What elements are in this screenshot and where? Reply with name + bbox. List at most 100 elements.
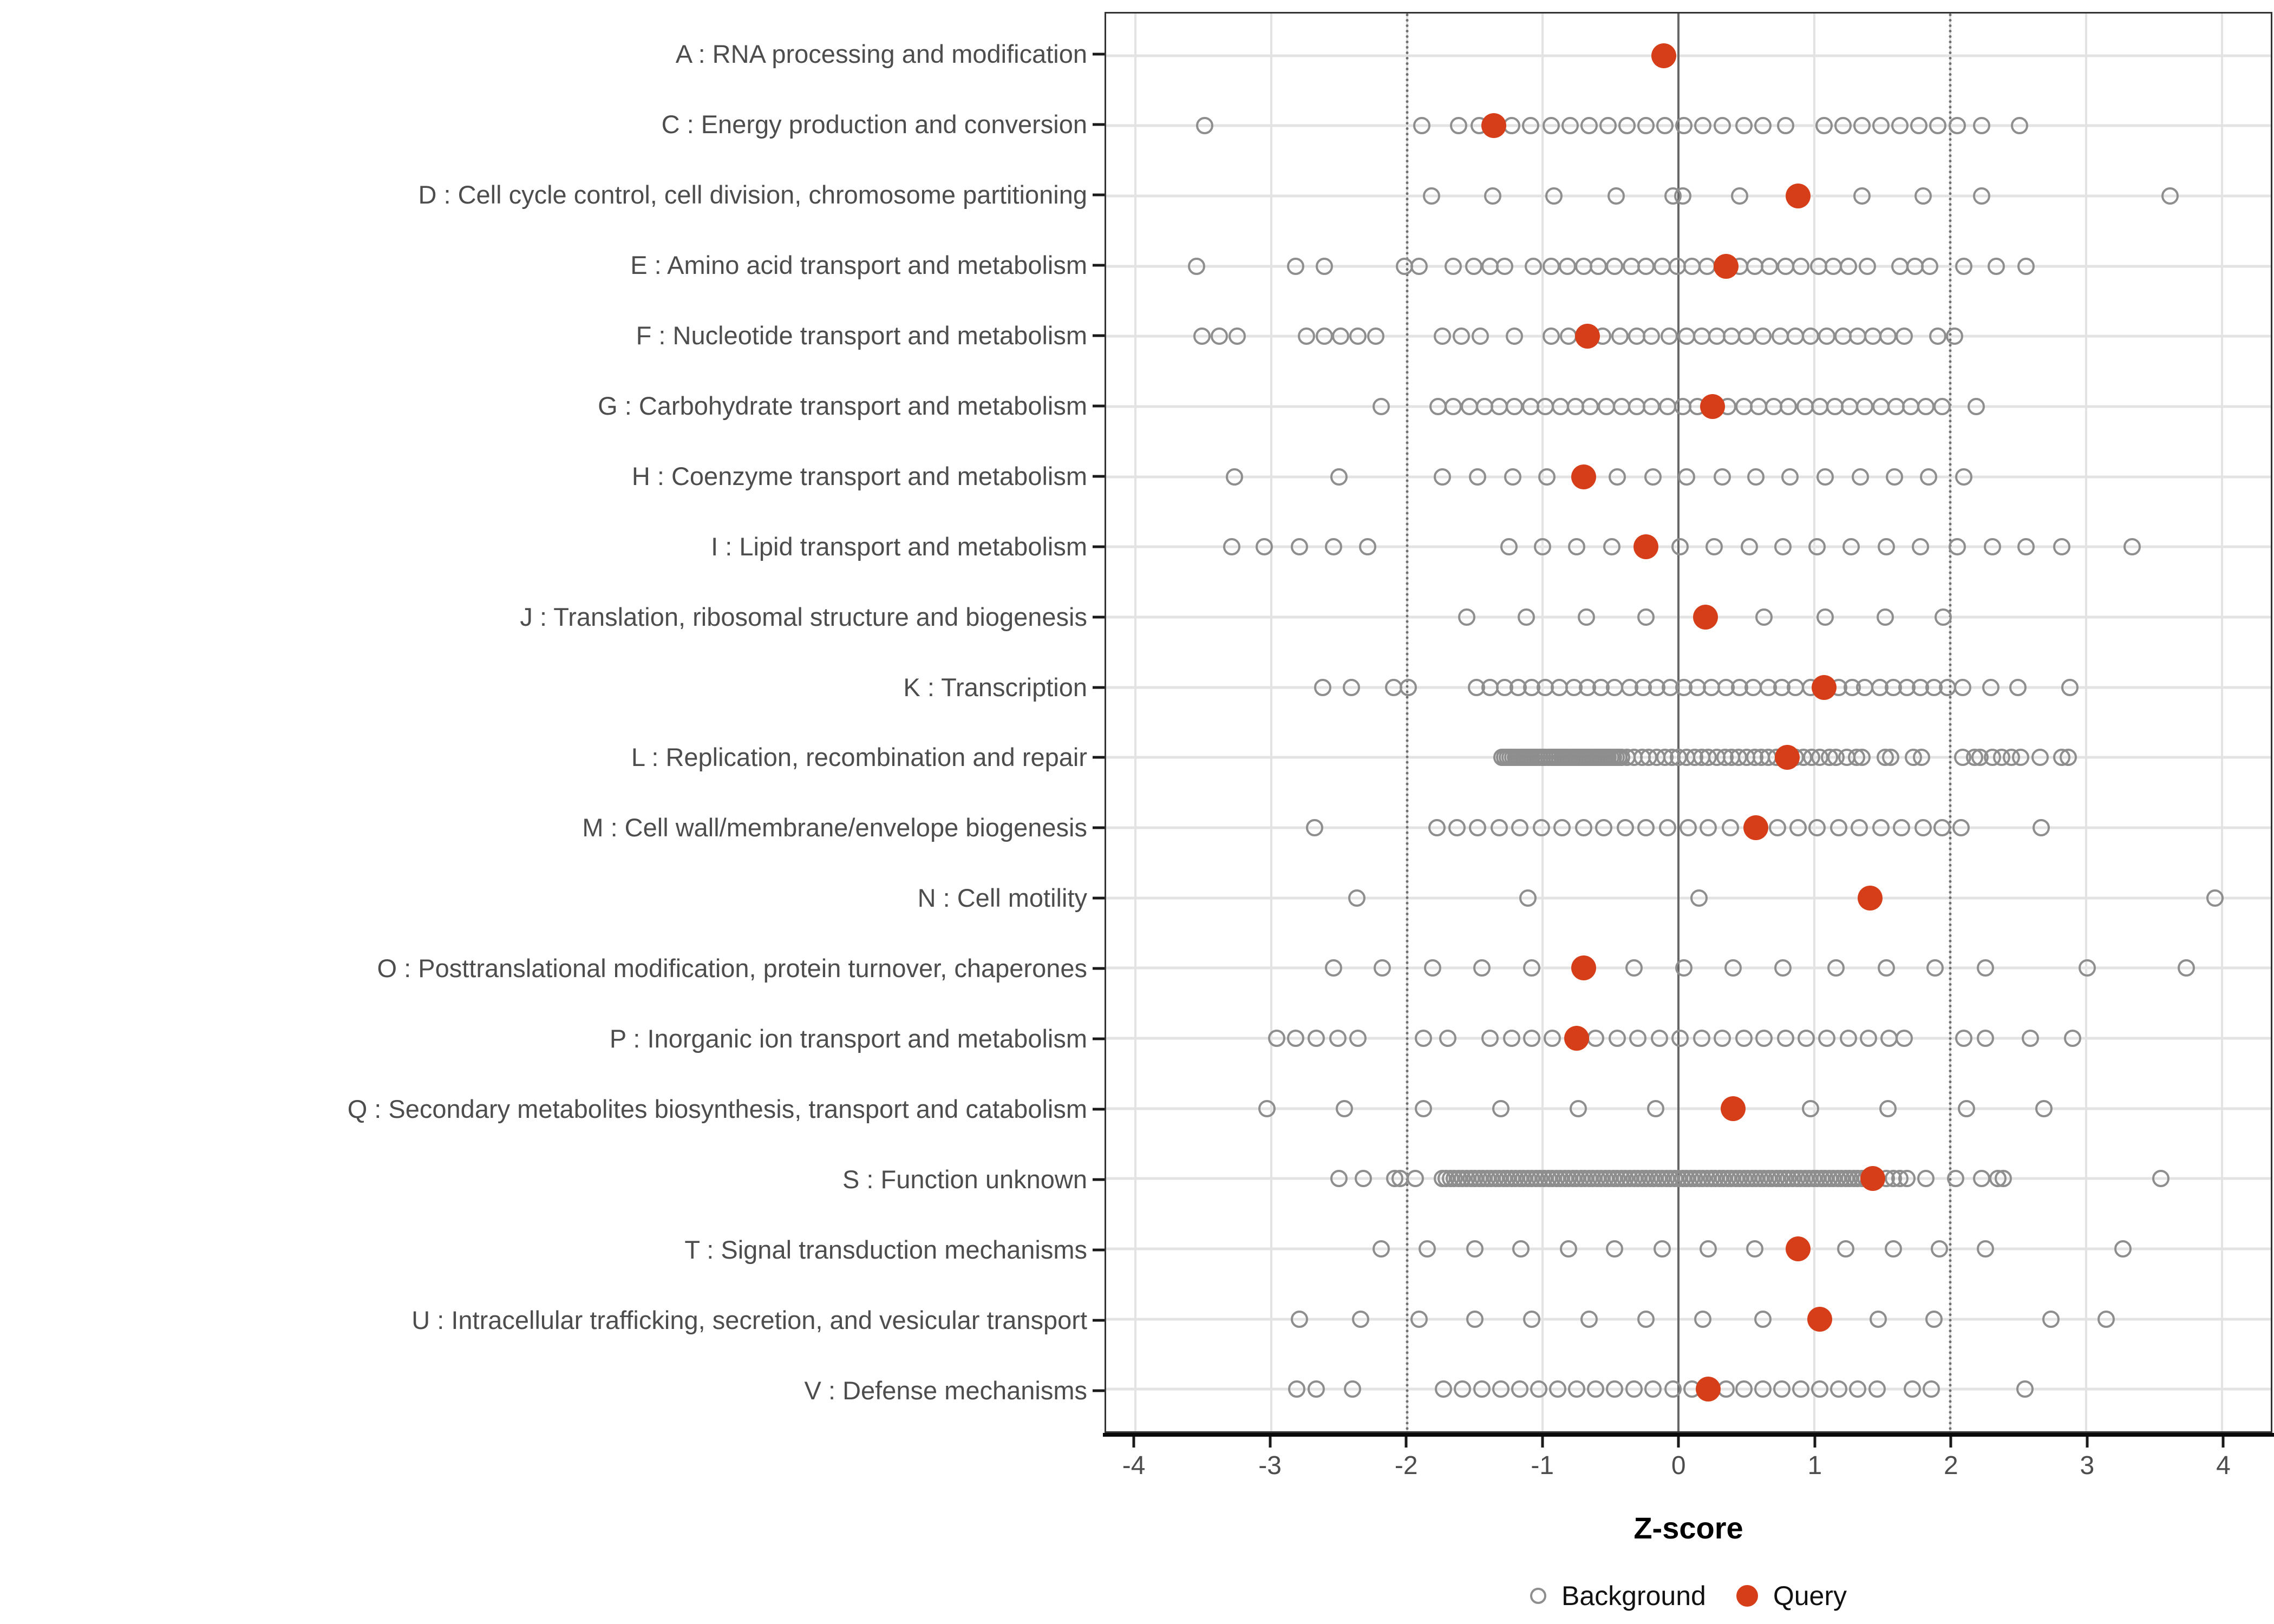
background-point: [2123, 538, 2141, 556]
background-point: [1671, 538, 1689, 556]
category-label: P : Inorganic ion transport and metaboli…: [609, 1024, 1087, 1053]
background-point: [1679, 818, 1697, 836]
background-point: [1358, 538, 1376, 556]
background-point: [1644, 468, 1662, 486]
query-point: [1564, 1025, 1590, 1051]
category-label: V : Defense mechanisms: [804, 1376, 1087, 1405]
background-point: [1542, 117, 1560, 135]
background-point: [2022, 1029, 2039, 1047]
background-point: [2097, 1310, 2115, 1328]
background-point: [2061, 678, 2079, 696]
category-axis-ticks: [1093, 12, 1105, 1433]
background-point: [1693, 1029, 1710, 1047]
background-point: [1568, 538, 1586, 556]
background-point: [1595, 818, 1613, 836]
background-point: [1675, 959, 1693, 977]
background-point: [1746, 1240, 1763, 1258]
background-point: [1858, 257, 1876, 275]
query-point: [1774, 745, 1800, 770]
background-point: [1314, 678, 1332, 696]
background-point: [1465, 257, 1482, 275]
background-point: [1839, 1029, 1857, 1047]
legend: Background Query: [1105, 1574, 2272, 1618]
background-point: [1372, 1240, 1390, 1258]
background-point: [1288, 1380, 1306, 1398]
query-point: [1651, 43, 1676, 68]
background-point: [1193, 328, 1211, 345]
background-point: [1307, 1029, 1325, 1047]
background-point: [1922, 1380, 1940, 1398]
background-point: [1372, 398, 1390, 416]
background-point: [1511, 1380, 1528, 1398]
background-point: [1930, 1240, 1948, 1258]
background-point: [1625, 959, 1643, 977]
y-tick: [1093, 967, 1105, 970]
y-tick: [1093, 1108, 1105, 1111]
background-point: [1609, 1029, 1626, 1047]
query-point: [1860, 1166, 1886, 1191]
background-point: [1530, 1380, 1547, 1398]
background-point: [1496, 257, 1514, 275]
category-label: U : Intracellular trafficking, secretion…: [411, 1306, 1087, 1335]
category-label: T : Signal transduction mechanisms: [684, 1235, 1087, 1265]
background-point: [1903, 1380, 1921, 1398]
y-tick: [1093, 1248, 1105, 1252]
background-point: [1694, 1310, 1712, 1328]
background-point: [1643, 398, 1661, 416]
background-point: [1374, 959, 1391, 977]
background-point: [1561, 117, 1579, 135]
background-point: [1587, 1029, 1605, 1047]
background-point: [1700, 1240, 1717, 1258]
background-point: [1911, 538, 1929, 556]
category-label: L : Replication, recombination and repai…: [631, 743, 1087, 772]
category-label: K : Transcription: [903, 672, 1087, 702]
query-point: [1575, 324, 1600, 349]
background-point: [1972, 1170, 1990, 1188]
background-point: [1538, 468, 1556, 486]
plot-panel: [1105, 12, 2272, 1433]
dashed-reference-line: [1949, 14, 1952, 1431]
background-point: [1849, 1380, 1867, 1398]
x-tick-label: 0: [1671, 1451, 1686, 1480]
background-point: [1892, 818, 1910, 836]
x-tick: [1677, 1437, 1680, 1448]
background-point: [1542, 328, 1560, 345]
background-point: [2033, 818, 2050, 836]
background-point: [1860, 1029, 1878, 1047]
background-point: [1448, 818, 1466, 836]
background-point: [2012, 749, 2030, 767]
query-point: [1858, 885, 1883, 911]
background-point: [1523, 1310, 1541, 1328]
background-point: [1505, 398, 1523, 416]
background-point: [1452, 328, 1470, 345]
background-point: [1769, 818, 1787, 836]
background-point: [1914, 818, 1932, 836]
background-point: [1532, 818, 1550, 836]
y-gridline: [1106, 54, 2271, 57]
background-point: [1983, 538, 2001, 556]
background-point: [1671, 1029, 1689, 1047]
background-point: [1659, 818, 1677, 836]
background-point: [1342, 678, 1360, 696]
background-point: [1972, 117, 1990, 135]
y-gridline: [1106, 896, 2271, 900]
background-point: [1977, 1240, 1995, 1258]
background-point: [1773, 1380, 1791, 1398]
background-point: [1735, 117, 1753, 135]
background-point: [1808, 538, 1826, 556]
background-point: [1331, 328, 1349, 345]
background-point: [1705, 538, 1723, 556]
x-gridline: [2220, 14, 2223, 1431]
y-tick: [1093, 404, 1105, 408]
background-point: [1781, 468, 1799, 486]
background-point: [1609, 468, 1626, 486]
background-point: [1521, 117, 1539, 135]
background-point: [1801, 1099, 1819, 1117]
background-point: [1422, 187, 1440, 205]
category-label: O : Posttranslational modification, prot…: [377, 954, 1087, 983]
background-point: [2114, 1240, 2132, 1258]
background-point: [1953, 678, 1971, 696]
background-point: [1410, 257, 1428, 275]
background-point: [1737, 328, 1755, 345]
background-point: [1852, 468, 1870, 486]
